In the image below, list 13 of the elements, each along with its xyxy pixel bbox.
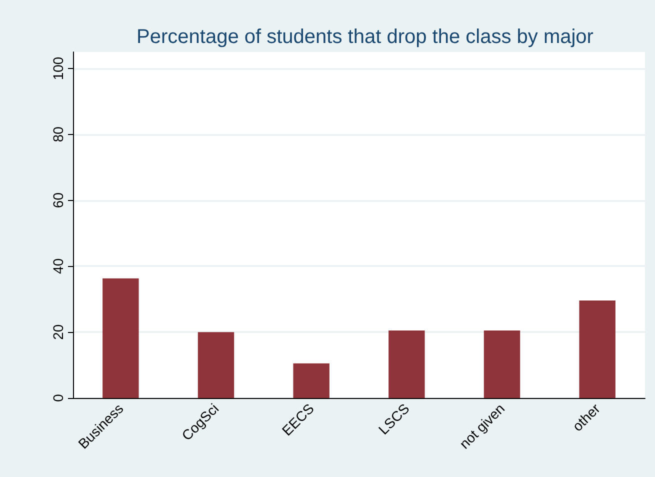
y-tick-label: 100: [50, 56, 66, 80]
bar: [484, 330, 520, 398]
bar: [102, 278, 139, 398]
chart-title: Percentage of students that drop the class by major: [136, 26, 594, 48]
y-tick-label: 80: [50, 126, 66, 142]
bar: [579, 300, 616, 398]
bar: [198, 332, 234, 398]
y-tick-label: 40: [50, 258, 66, 274]
bar: [388, 330, 425, 398]
y-tick-label: 0: [50, 394, 66, 402]
y-tick-label: 60: [50, 192, 66, 208]
y-tick-label: 20: [50, 324, 66, 340]
bar: [293, 363, 330, 398]
